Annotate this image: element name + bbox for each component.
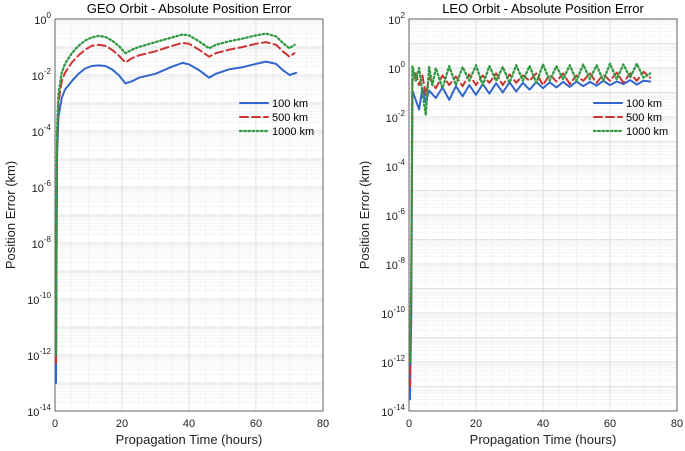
leo-x-tick-label: 60 xyxy=(604,418,616,430)
geo-legend-label: 500 km xyxy=(272,112,308,124)
geo-y-tick-label: 10-10 xyxy=(27,291,51,307)
geo-panel: 0 20 40 60 80 10-14 10-12 10-10 10-8 10-6 10-4 10-2… xyxy=(3,1,329,447)
leo-legend-label: 1000 km xyxy=(626,126,668,138)
leo-y-tick-label: 102 xyxy=(388,11,405,27)
leo-y-tick-label: 100 xyxy=(388,60,405,76)
leo-y-tick-label: 10-10 xyxy=(381,305,405,321)
leo-series-group xyxy=(409,62,652,401)
leo-x-tick-label: 40 xyxy=(537,418,549,430)
geo-x-tick-label: 40 xyxy=(183,418,195,430)
geo-y-tick-label: 10-2 xyxy=(32,67,52,83)
leo-y-tick-label: 10-14 xyxy=(381,403,405,419)
geo-chart-title: GEO Orbit - Absolute Position Error xyxy=(87,1,292,16)
geo-x-tick-label: 80 xyxy=(317,418,329,430)
geo-y-axis-label: Position Error (km) xyxy=(3,161,18,269)
leo-y-tick-label: 10-12 xyxy=(381,354,405,370)
leo-y-tick-label: 10-4 xyxy=(386,158,406,174)
geo-x-tick-label: 60 xyxy=(250,418,262,430)
leo-y-tick-label: 10-6 xyxy=(386,207,406,223)
geo-y-tick-label: 10-4 xyxy=(32,123,52,139)
geo-series-1000-km-line xyxy=(55,32,296,357)
leo-chart-title: LEO Orbit - Absolute Position Error xyxy=(442,1,644,16)
geo-legend-label: 100 km xyxy=(272,98,308,110)
geo-axes-box xyxy=(54,18,324,412)
leo-series-1000-km-line xyxy=(409,62,652,364)
leo-y-tick-label: 10-2 xyxy=(386,109,406,125)
leo-legend-label: 100 km xyxy=(626,98,662,110)
leo-x-tick-label: 80 xyxy=(671,418,683,430)
leo-y-axis-label: Position Error (km) xyxy=(357,161,372,269)
geo-y-tick-label: 10-14 xyxy=(27,403,51,419)
geo-y-tick-label: 10-6 xyxy=(32,179,52,195)
leo-y-tick-label: 10-8 xyxy=(386,256,406,272)
leo-series-500-km-line xyxy=(409,70,652,388)
leo-panel: 0 20 40 60 80 10-14 10-12 10-10 10-8 10-6 10-4 10-2… xyxy=(357,1,683,447)
leo-axes-box xyxy=(408,18,678,412)
leo-x-axis-label: Propagation Time (hours) xyxy=(470,432,617,447)
geo-series-100-km-line xyxy=(55,60,298,384)
geo-series-500-km-line xyxy=(55,41,296,365)
leo-legend-label: 500 km xyxy=(626,112,662,124)
geo-y-tick-label: 10-8 xyxy=(32,235,52,251)
leo-x-tick-label: 0 xyxy=(406,418,412,430)
leo-x-tick-label: 20 xyxy=(470,418,482,430)
geo-series-group xyxy=(55,32,298,384)
geo-legend-label: 1000 km xyxy=(272,126,314,138)
geo-x-tick-label: 0 xyxy=(52,418,58,430)
geo-x-tick-label: 20 xyxy=(116,418,128,430)
geo-y-tick-label: 10-12 xyxy=(27,347,51,363)
geo-x-axis-label: Propagation Time (hours) xyxy=(116,432,263,447)
geo-y-tick-label: 100 xyxy=(34,11,51,27)
